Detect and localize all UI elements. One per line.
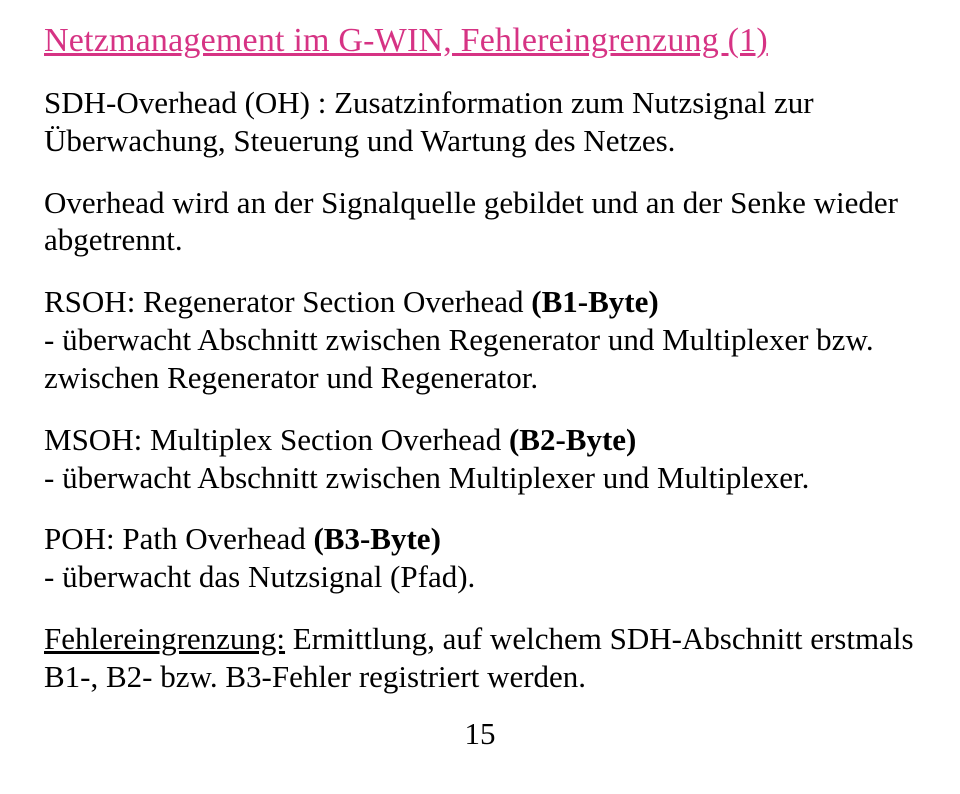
rsoh-pre: RSOH: Regenerator Section Overhead [44,284,531,319]
page-title: Netzmanagement im G-WIN, Fehlereingrenzu… [44,22,916,60]
document-page: Netzmanagement im G-WIN, Fehlereingrenzu… [0,0,960,752]
paragraph-fault: Fehlereingrenzung: Ermittlung, auf welch… [44,620,916,696]
paragraph-overview-1: SDH-Overhead (OH) : Zusatzinformation zu… [44,84,916,160]
msoh-byte-bold: (B2-Byte) [509,422,636,457]
poh-byte-bold: (B3-Byte) [313,521,440,556]
rsoh-post: - überwacht Abschnitt zwischen Regenerat… [44,322,874,395]
page-number: 15 [44,716,916,752]
rsoh-byte-bold: (B1-Byte) [531,284,658,319]
msoh-post: - überwacht Abschnitt zwischen Multiplex… [44,460,809,495]
paragraph-poh: POH: Path Overhead (B3-Byte) - überwacht… [44,520,916,596]
poh-pre: POH: Path Overhead [44,521,313,556]
paragraph-msoh: MSOH: Multiplex Section Overhead (B2-Byt… [44,421,916,497]
msoh-pre: MSOH: Multiplex Section Overhead [44,422,509,457]
poh-post: - überwacht das Nutzsignal (Pfad). [44,559,475,594]
fault-underline: Fehlereingrenzung: [44,621,285,656]
paragraph-rsoh: RSOH: Regenerator Section Overhead (B1-B… [44,283,916,396]
paragraph-overview-2: Overhead wird an der Signalquelle gebild… [44,184,916,260]
